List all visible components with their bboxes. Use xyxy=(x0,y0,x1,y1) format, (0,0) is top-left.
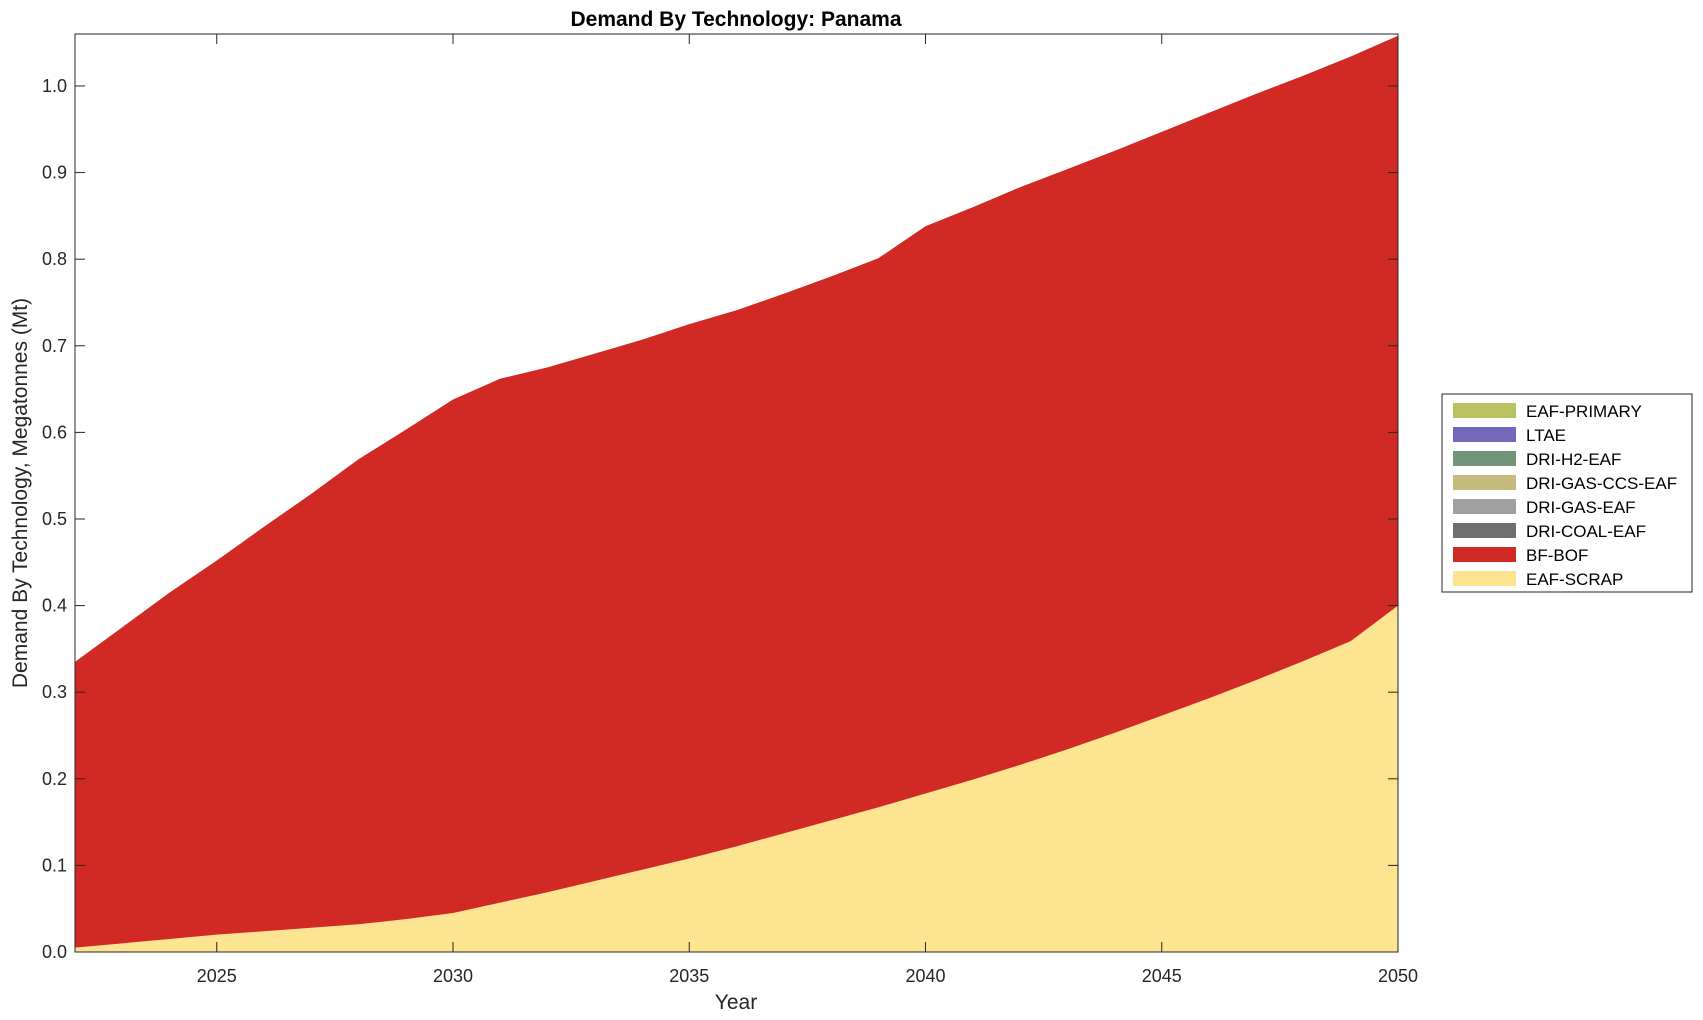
area-series-1 xyxy=(75,35,1398,948)
legend-swatch xyxy=(1453,547,1516,562)
x-axis-label: Year xyxy=(715,991,757,1014)
legend-swatch xyxy=(1453,475,1516,490)
y-tick-label: 0.9 xyxy=(42,163,67,183)
legend-label: BF-BOF xyxy=(1526,546,1588,565)
legend-label: DRI-COAL-EAF xyxy=(1526,522,1646,541)
y-tick-label: 0.5 xyxy=(42,509,67,529)
x-tick-label: 2050 xyxy=(1378,966,1418,986)
x-tick-label: 2035 xyxy=(669,966,709,986)
legend-label: DRI-H2-EAF xyxy=(1526,450,1621,469)
legend-label: EAF-PRIMARY xyxy=(1526,402,1642,421)
legend-label: LTAE xyxy=(1526,426,1566,445)
legend-label: DRI-GAS-EAF xyxy=(1526,498,1636,517)
y-axis-label: Demand By Technology, Megatonnes (Mt) xyxy=(9,298,32,688)
y-tick-label: 0.6 xyxy=(42,422,67,442)
x-axis-ticks: 2025 2030 2035 2040 2045 2050 xyxy=(197,34,1418,986)
legend-swatch xyxy=(1453,403,1516,418)
y-axis-ticks: 0.0 0.1 0.2 0.3 0.4 0.5 0.6 0.7 0.8 0.9 1.0 xyxy=(42,76,1398,962)
y-tick-label: 0.8 xyxy=(42,249,67,269)
y-tick-label: 0.7 xyxy=(42,336,67,356)
legend-swatch xyxy=(1453,427,1516,442)
legend-label: EAF-SCRAP xyxy=(1526,570,1623,589)
legend-swatch xyxy=(1453,523,1516,538)
plot-areas xyxy=(75,35,1398,952)
y-tick-label: 0.0 xyxy=(42,942,67,962)
plot-frame xyxy=(74,33,1399,953)
legend: EAF-PRIMARY LTAE DRI-H2-EAF DRI-GAS-CCS-EAF… xyxy=(1441,393,1693,593)
legend-swatch xyxy=(1453,451,1516,466)
y-tick-label: 0.3 xyxy=(42,682,67,702)
chart-title: Demand By Technology: Panama xyxy=(570,8,901,31)
x-tick-label: 2030 xyxy=(433,966,473,986)
y-tick-label: 0.1 xyxy=(42,855,67,875)
y-tick-label: 0.4 xyxy=(42,596,67,616)
y-tick-label: 0.2 xyxy=(42,769,67,789)
x-tick-label: 2045 xyxy=(1142,966,1182,986)
legend-swatch xyxy=(1453,499,1516,514)
legend-label: DRI-GAS-CCS-EAF xyxy=(1526,474,1677,493)
x-tick-label: 2040 xyxy=(905,966,945,986)
y-tick-label: 1.0 xyxy=(42,76,67,96)
legend-swatch xyxy=(1453,571,1516,586)
area-series-0 xyxy=(75,605,1398,952)
x-tick-label: 2025 xyxy=(197,966,237,986)
